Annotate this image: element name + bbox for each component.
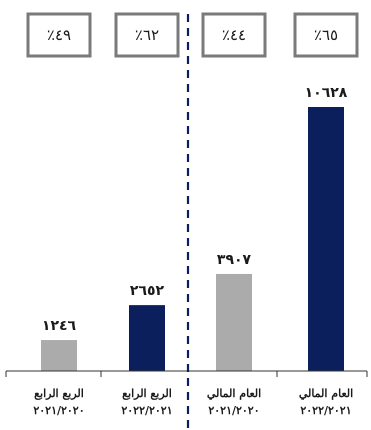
value-label-2: ٢٦٥٢ [130,283,165,299]
growth-label-2: ٪٦٢ [135,26,159,44]
category-label-2-line1: الربع الرابع [122,387,172,400]
category-label-1-line1: العام المالي [207,387,261,401]
bar-3 [41,340,77,371]
x-axis-ticks [5,371,368,377]
value-label-3: ١٢٤٦ [42,318,77,334]
bars [41,107,344,371]
growth-box-3 [26,12,92,58]
value-labels: ١٠٦٢٨ ٣٩٠٧ ٢٦٥٢ ١٢٤٦ [42,85,348,334]
category-label-0-line1: العام المالي [299,387,353,401]
bar-0 [308,107,344,371]
category-label-3-line2: ٢٠٢١/٢٠٢٠ [33,404,84,417]
growth-boxes: ٪٦٥ ٪٤٤ ٪٦٢ ٪٤٩ [26,12,359,58]
category-label-2-line2: ٢٠٢٢/٢٠٢١ [121,404,172,417]
category-label-0-line2: ٢٠٢٢/٢٠٢١ [300,404,351,417]
value-label-1: ٣٩٠٧ [217,252,252,268]
category-label-1-line2: ٢٠٢١/٢٠٢٠ [208,404,259,417]
growth-label-3: ٪٤٩ [47,26,71,44]
growth-label-0: ٪٦٥ [314,26,338,44]
value-label-0: ١٠٦٢٨ [305,85,348,101]
category-labels: العام المالي ٢٠٢٢/٢٠٢١ العام المالي ٢٠٢١/٢٠… [33,387,353,417]
growth-label-1: ٪٤٤ [222,26,246,44]
bar-1 [216,273,252,371]
growth-box-2 [114,12,180,58]
growth-box-0 [293,12,359,58]
bar-2 [129,305,165,371]
growth-box-1 [201,12,267,58]
category-label-3-line1: الربع الرابع [34,387,84,400]
